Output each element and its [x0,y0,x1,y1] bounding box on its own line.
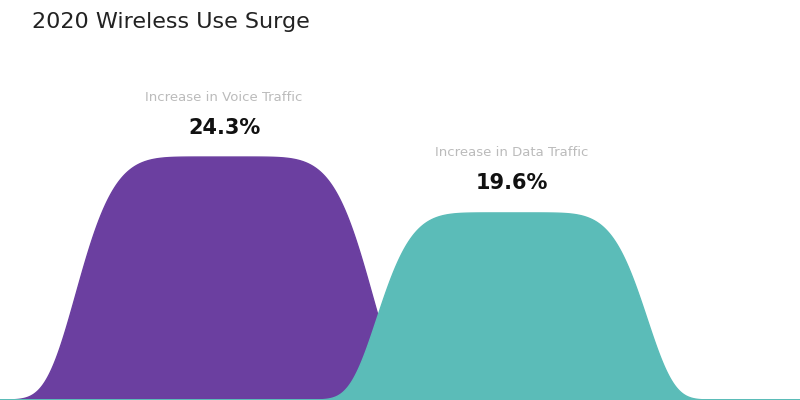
Text: Increase in Data Traffic: Increase in Data Traffic [435,146,589,160]
Text: 2020 Wireless Use Surge: 2020 Wireless Use Surge [32,12,310,32]
Text: 24.3%: 24.3% [188,118,260,138]
Text: 19.6%: 19.6% [476,174,548,194]
Text: Increase in Voice Traffic: Increase in Voice Traffic [146,90,302,104]
